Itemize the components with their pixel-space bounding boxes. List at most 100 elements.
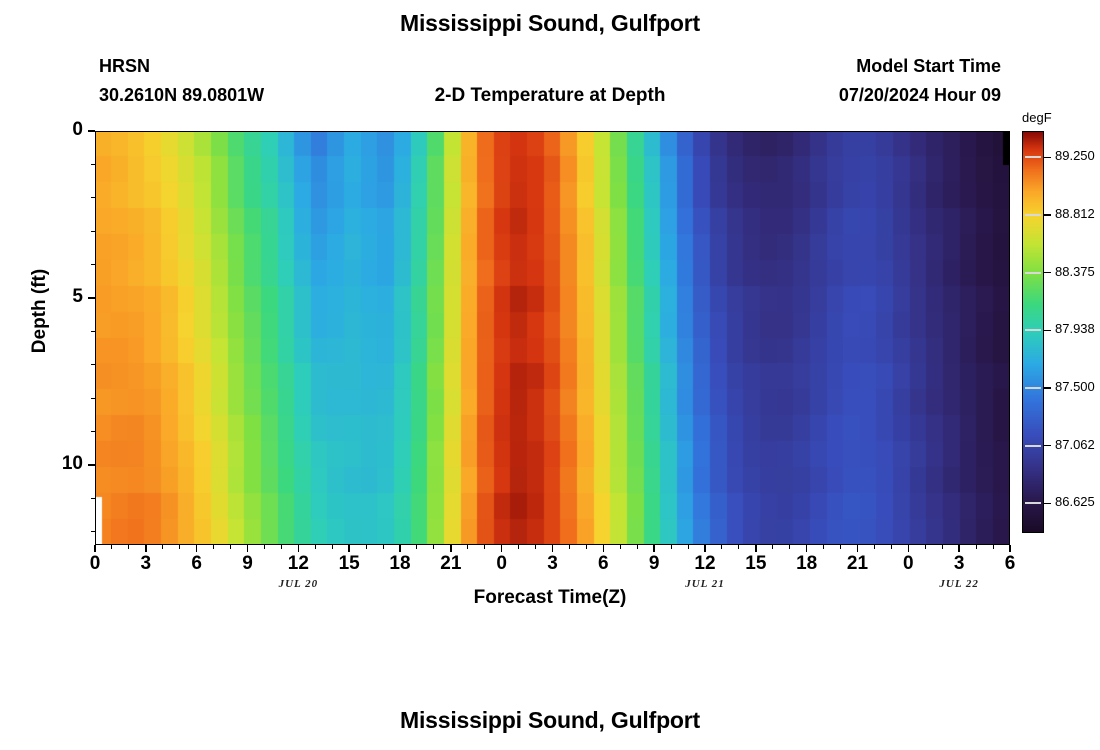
colorbar-tick-mark <box>1044 214 1051 216</box>
y-tick-label: 5 <box>72 285 83 307</box>
x-minor-tick <box>179 545 181 549</box>
model-start-time-value: 07/20/2024 Hour 09 <box>838 85 1001 105</box>
y-minor-tick <box>91 330 95 332</box>
x-minor-tick <box>721 545 723 549</box>
y-axis-label: Depth (ft) <box>29 268 50 354</box>
x-tick-label: 0 <box>89 553 101 574</box>
x-tick-mark <box>399 545 401 552</box>
x-tick-label: 9 <box>648 553 660 574</box>
x-axis-label: Forecast Time(Z) <box>473 587 627 608</box>
x-minor-tick <box>484 545 486 549</box>
x-minor-tick <box>535 545 537 549</box>
colorbar-tick-mark <box>1044 156 1051 159</box>
x-minor-tick <box>213 545 215 549</box>
x-minor-tick <box>416 545 418 549</box>
x-tick-label: 0 <box>496 553 507 574</box>
x-tick-mark <box>805 545 808 552</box>
x-tick-label: 6 <box>598 553 609 574</box>
heatmap-plot <box>95 131 1010 545</box>
x-tick-mark <box>1009 545 1011 552</box>
colorbar-tick-label: 88.812 <box>1055 206 1095 222</box>
x-minor-tick <box>924 545 926 549</box>
x-minor-tick <box>941 545 943 549</box>
y-tick-mark <box>88 130 95 132</box>
x-minor-tick <box>467 545 469 549</box>
page-title: Mississippi Sound, Gulfport <box>400 10 700 36</box>
colorbar-tick-label: 87.062 <box>1055 436 1095 452</box>
colorbar-gradient <box>1022 131 1044 533</box>
station-id: HRSN <box>99 56 151 76</box>
y-minor-tick <box>91 531 95 533</box>
x-tick-label: 15 <box>338 553 360 574</box>
x-tick-mark <box>145 545 147 552</box>
colorbar-tick-mark <box>1044 329 1051 332</box>
x-minor-tick <box>230 545 232 549</box>
colorbar-tick-mark <box>1044 387 1051 389</box>
x-minor-tick <box>789 545 791 549</box>
colorbar-tick-label: 88.375 <box>1055 263 1095 279</box>
x-minor-tick <box>772 545 774 549</box>
x-minor-tick <box>823 545 825 549</box>
colorbar-tick-label: 89.250 <box>1055 148 1095 164</box>
colorbar-tick-dash <box>1025 444 1041 447</box>
x-minor-tick <box>670 545 672 549</box>
x-minor-tick <box>382 545 384 549</box>
x-minor-tick <box>738 545 740 549</box>
x-tick-label: 3 <box>953 553 965 574</box>
y-minor-tick <box>91 497 95 499</box>
colorbar-tick-dash <box>1025 387 1041 390</box>
y-tick-label: 10 <box>61 452 83 474</box>
colorbar-unit-label: degF <box>1022 110 1052 125</box>
x-minor-tick <box>975 545 977 549</box>
x-minor-tick <box>128 545 130 549</box>
x-minor-tick <box>111 545 113 549</box>
x-tick-label: 12 <box>694 553 716 574</box>
y-minor-tick <box>91 430 95 432</box>
x-minor-tick <box>619 545 621 549</box>
x-minor-tick <box>518 545 520 549</box>
y-minor-tick <box>91 230 95 232</box>
x-minor-tick <box>331 545 333 549</box>
x-axis-date-label: JUL 21 <box>685 578 725 590</box>
x-tick-mark <box>907 545 910 552</box>
x-minor-tick <box>365 545 367 549</box>
x-minor-tick <box>636 545 638 549</box>
x-tick-label: 6 <box>191 553 202 574</box>
x-tick-mark <box>500 545 503 552</box>
chart-subtitle: 2-D Temperature at Depth <box>434 85 666 106</box>
colorbar-tick-dash <box>1025 329 1041 332</box>
x-minor-tick <box>840 545 842 549</box>
colorbar-tick-label: 86.625 <box>1055 494 1095 510</box>
y-minor-tick <box>91 364 95 366</box>
colorbar-tick-dash <box>1025 271 1041 274</box>
colorbar-tick-label: 87.500 <box>1055 379 1095 395</box>
x-tick-label: 18 <box>389 553 411 574</box>
x-tick-mark <box>704 545 706 552</box>
x-minor-tick <box>263 545 265 549</box>
x-minor-tick <box>992 545 994 549</box>
x-axis-date-label: JUL 20 <box>278 578 319 590</box>
x-minor-tick <box>890 545 892 549</box>
x-tick-mark <box>195 545 198 552</box>
x-minor-tick <box>568 545 570 549</box>
x-tick-mark <box>551 545 554 552</box>
x-tick-label: 21 <box>440 553 462 574</box>
colorbar-tick-mark <box>1044 271 1051 274</box>
y-tick-mark <box>88 464 95 466</box>
x-tick-mark <box>602 545 605 552</box>
colorbar-tick-mark <box>1044 444 1051 447</box>
heatmap-canvas <box>95 131 1010 545</box>
colorbar-tick-label: 87.938 <box>1055 321 1095 337</box>
y-minor-tick <box>91 264 95 266</box>
x-minor-tick <box>314 545 316 549</box>
x-tick-label: 21 <box>846 553 869 574</box>
x-tick-mark <box>856 545 859 552</box>
colorbar-tick-dash <box>1025 214 1041 217</box>
x-axis-date-label: JUL 22 <box>939 578 979 590</box>
colorbar-tick-mark <box>1044 502 1051 505</box>
colorbar-tick-dash <box>1025 156 1041 159</box>
y-minor-tick <box>91 163 95 165</box>
y-tick-mark <box>88 297 95 299</box>
x-tick-mark <box>246 545 249 552</box>
x-minor-tick <box>873 545 875 549</box>
